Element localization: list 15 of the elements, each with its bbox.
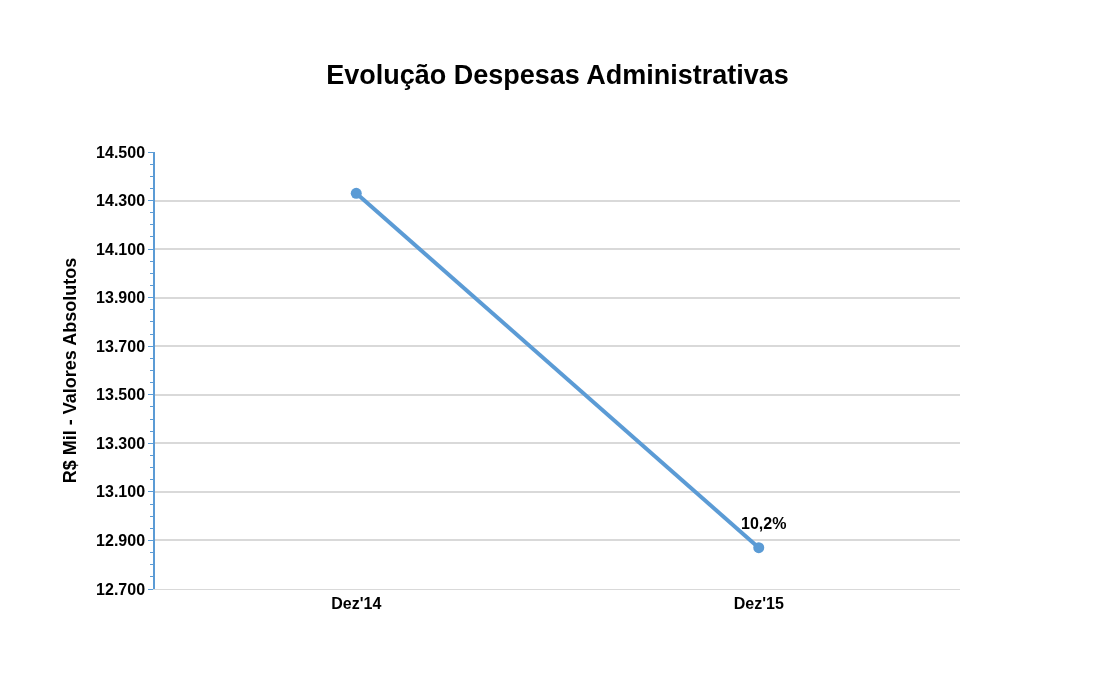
y-tick-label: 13.500 [96, 386, 146, 404]
y-tick-label: 12.900 [96, 532, 146, 550]
chart-title: Evolução Despesas Administrativas [326, 60, 789, 91]
y-tick-label: 13.700 [96, 337, 146, 355]
x-tick-label: Dez'15 [733, 595, 784, 613]
annotation: 10,2% [741, 515, 787, 532]
y-axis-title: R$ Mil - Valores Absolutos [59, 257, 80, 484]
y-tick-label: 13.900 [96, 289, 146, 307]
y-tick-label: 13.300 [96, 434, 146, 452]
y-tick-label: 14.100 [96, 240, 146, 258]
y-tick-label: 14.500 [96, 143, 146, 161]
x-tick-label: Dez'14 [331, 595, 382, 613]
y-tick-label: 13.100 [96, 483, 146, 501]
y-tick-label: 14.300 [96, 192, 146, 210]
y-tick-label: 12.700 [96, 580, 146, 598]
